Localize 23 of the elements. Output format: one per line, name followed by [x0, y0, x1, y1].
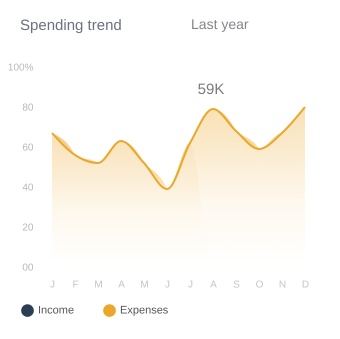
chart-subtitle: Last year — [191, 16, 249, 32]
x-tick-label: S — [233, 280, 240, 290]
y-tick-label: 80 — [22, 102, 34, 114]
x-tick-label: A — [118, 280, 126, 290]
legend-label: Income — [38, 304, 74, 317]
x-tick-label: M — [140, 280, 149, 290]
annotation: 59K — [198, 81, 224, 98]
x-tick-label: A — [210, 280, 218, 290]
x-tick-label: F — [72, 280, 79, 290]
x-tick-label: J — [50, 280, 56, 290]
y-tick-label: 00 — [22, 262, 34, 274]
x-tick-label: J — [165, 280, 170, 290]
chart-title: Spending trend — [20, 17, 122, 34]
y-tick-label: 60 — [22, 142, 34, 154]
y-tick-label: 40 — [22, 182, 34, 194]
x-tick-label: O — [256, 280, 264, 290]
x-tick-label: M — [94, 280, 103, 290]
x-tick-label: N — [278, 280, 286, 290]
y-tick-label: 20 — [22, 222, 34, 234]
legend-label: Expenses — [120, 304, 169, 317]
x-tick-label: J — [188, 280, 194, 290]
y-tick-label: 100% — [8, 62, 34, 74]
x-tick-label: D — [302, 280, 310, 290]
